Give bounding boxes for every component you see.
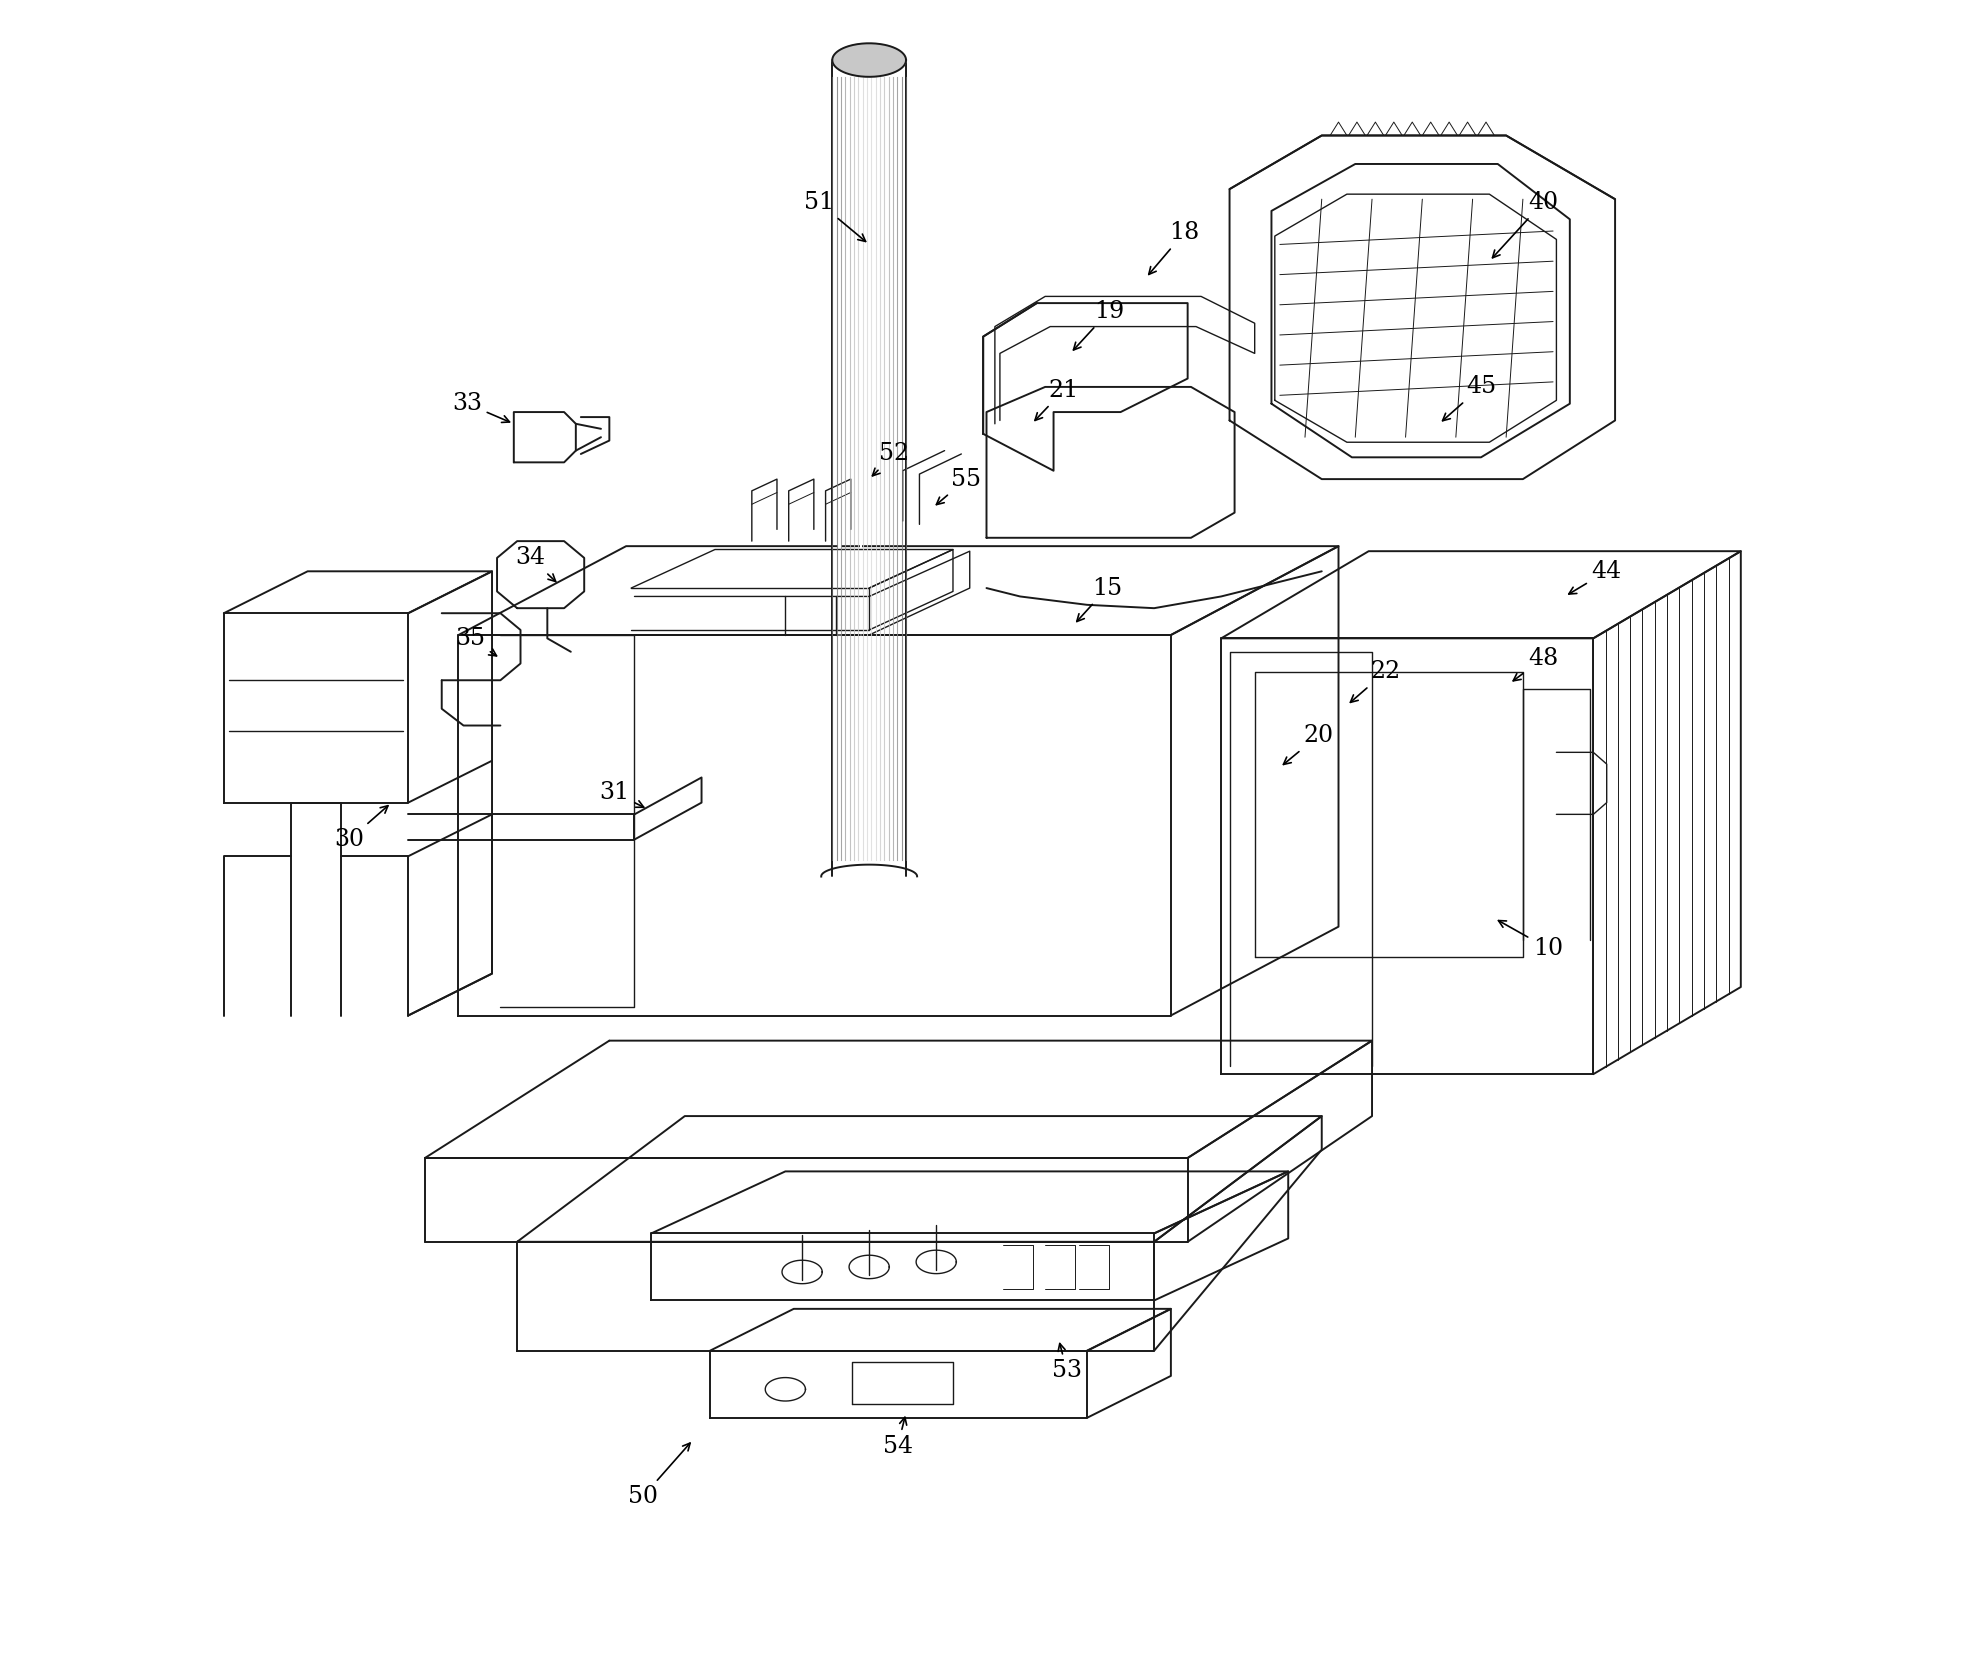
Text: 15: 15 xyxy=(1077,576,1123,621)
Text: 34: 34 xyxy=(515,546,556,581)
Polygon shape xyxy=(833,44,906,77)
Text: 30: 30 xyxy=(335,806,389,851)
Text: 21: 21 xyxy=(1036,379,1079,420)
Text: 35: 35 xyxy=(456,626,497,656)
Text: 52: 52 xyxy=(872,443,910,475)
Text: 33: 33 xyxy=(452,393,509,423)
Text: 53: 53 xyxy=(1052,1343,1081,1382)
Text: 51: 51 xyxy=(803,191,866,242)
Text: 55: 55 xyxy=(937,468,981,505)
Text: 19: 19 xyxy=(1073,301,1125,349)
Text: 50: 50 xyxy=(627,1442,691,1508)
Text: 22: 22 xyxy=(1350,660,1401,702)
Text: 20: 20 xyxy=(1282,724,1334,764)
Text: 40: 40 xyxy=(1492,191,1559,259)
Text: 48: 48 xyxy=(1513,646,1559,680)
Text: 18: 18 xyxy=(1148,222,1200,274)
Text: 10: 10 xyxy=(1498,920,1563,960)
Text: 31: 31 xyxy=(600,781,643,808)
Text: 54: 54 xyxy=(882,1417,913,1457)
Text: 45: 45 xyxy=(1442,376,1496,421)
Text: 44: 44 xyxy=(1569,559,1622,594)
